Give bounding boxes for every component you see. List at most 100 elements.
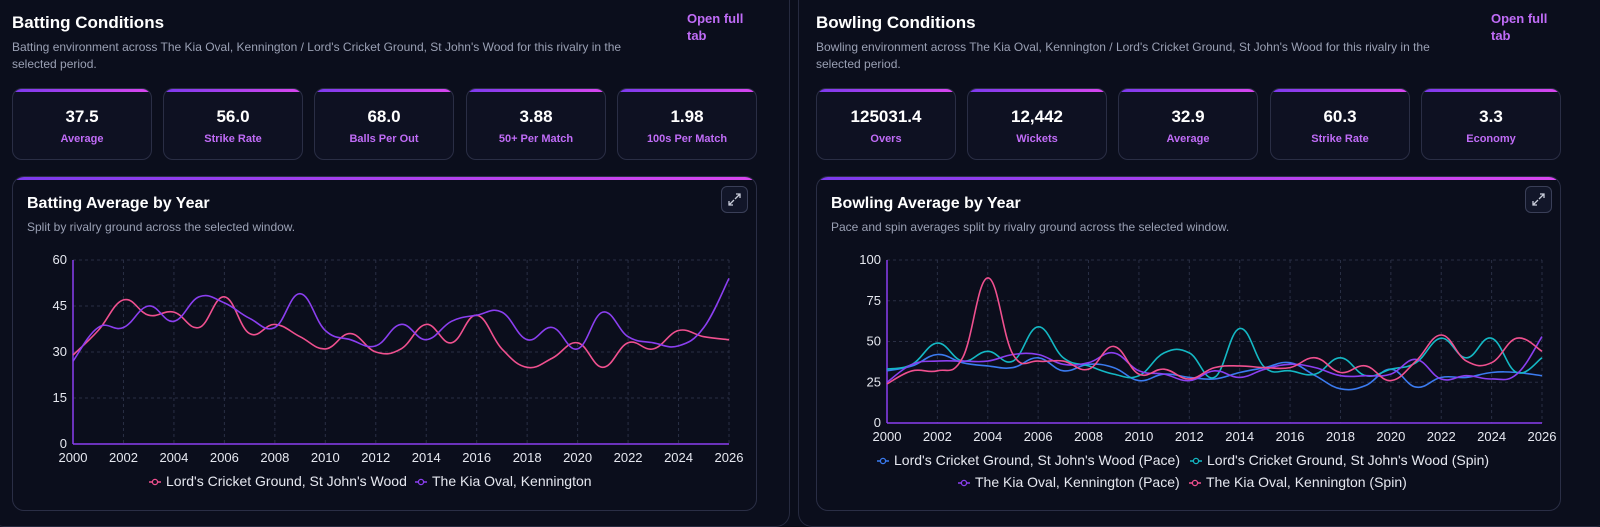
kpi-label: Average — [1166, 133, 1210, 145]
x-tick-label: 2010 — [1124, 429, 1153, 444]
kpi-label: Overs — [870, 133, 902, 145]
x-tick-label: 2026 — [1528, 429, 1557, 444]
x-tick-label: 2020 — [563, 450, 592, 465]
kpi-value: 56.0 — [216, 107, 250, 126]
x-tick-label: 2016 — [462, 450, 491, 465]
expand-button[interactable] — [1525, 186, 1552, 213]
y-tick-label: 0 — [60, 436, 67, 451]
kpi-value: 32.9 — [1171, 107, 1205, 126]
kpi-label: Balls Per Out — [349, 133, 419, 145]
kpi-value: 68.0 — [367, 107, 401, 126]
kpi-value: 125031.4 — [850, 107, 922, 126]
kpi-card: 3.3 Economy — [1421, 88, 1561, 160]
legend-marker — [151, 478, 159, 486]
series-line — [886, 325, 1543, 379]
kpi-value: 12,442 — [1011, 107, 1063, 126]
batting-chart-card: Batting Average by Year Split by rivalry… — [12, 176, 757, 511]
kpi-card: 125031.4 Overs — [816, 88, 956, 160]
kpi-value: 60.3 — [1323, 107, 1357, 126]
series-line — [886, 277, 1543, 385]
legend-marker — [417, 478, 425, 486]
x-tick-label: 2012 — [361, 450, 390, 465]
chart-subtitle: Pace and spin averages split by rivalry … — [831, 220, 1230, 234]
open-full-tab-link[interactable]: Open full tab — [687, 11, 744, 43]
kpi-card: 68.0 Balls Per Out — [314, 88, 454, 160]
kpi-card: 37.5 Average — [12, 88, 152, 160]
x-tick-label: 2016 — [1276, 429, 1305, 444]
x-tick-label: 2004 — [159, 450, 188, 465]
kpi-label: Economy — [1466, 133, 1516, 145]
y-tick-label: 25 — [867, 374, 881, 389]
bowling-conditions-section: Bowling Conditions Bowling environment a… — [798, 0, 1600, 527]
y-tick-label: 30 — [53, 344, 67, 359]
x-tick-label: 2026 — [715, 450, 744, 465]
section-subtitle: Bowling environment across The Kia Oval,… — [816, 40, 1430, 71]
y-tick-label: 15 — [53, 390, 67, 405]
x-tick-label: 2006 — [1024, 429, 1053, 444]
legend-label: Lord's Cricket Ground, St John's Wood — [166, 473, 407, 489]
x-tick-label: 2004 — [973, 429, 1002, 444]
x-tick-label: 2024 — [1477, 429, 1506, 444]
legend-label: The Kia Oval, Kennington — [432, 473, 592, 489]
open-full-tab-link[interactable]: Open full tab — [1491, 11, 1548, 43]
y-tick-label: 75 — [867, 293, 881, 308]
x-tick-label: 2014 — [412, 450, 441, 465]
legend-label: Lord's Cricket Ground, St John's Wood (S… — [1207, 452, 1489, 468]
chart-title: Bowling Average by Year — [831, 195, 1021, 212]
bowling-chart-card: Bowling Average by Year Pace and spin av… — [816, 176, 1561, 511]
expand-icon — [1532, 193, 1545, 206]
x-tick-label: 2002 — [923, 429, 952, 444]
series-line — [886, 353, 1543, 391]
x-tick-label: 2014 — [1225, 429, 1254, 444]
x-tick-label: 2006 — [210, 450, 239, 465]
section-subtitle: Batting environment across The Kia Oval,… — [12, 40, 622, 71]
kpi-card: 12,442 Wickets — [967, 88, 1107, 160]
kpi-card: 56.0 Strike Rate — [163, 88, 303, 160]
bowling-average-line-chart: 0 25 50 75 100 2000 2002 2004 2006 2008 2010 2012 20… — [859, 252, 1557, 490]
kpi-label: Average — [60, 133, 104, 145]
x-tick-label: 2012 — [1175, 429, 1204, 444]
x-tick-label: 2018 — [1326, 429, 1355, 444]
legend-marker — [879, 457, 887, 465]
kpi-card: 60.3 Strike Rate — [1270, 88, 1410, 160]
section-title: Bowling Conditions — [816, 13, 976, 32]
legend-marker — [960, 479, 968, 487]
section-title: Batting Conditions — [12, 13, 165, 32]
expand-icon — [728, 193, 741, 206]
y-tick-label: 0 — [874, 415, 881, 430]
series-line — [886, 336, 1543, 383]
legend-label: The Kia Oval, Kennington (Pace) — [975, 474, 1180, 490]
kpi-card: 3.88 50+ Per Match — [466, 88, 606, 160]
x-tick-label: 2002 — [109, 450, 138, 465]
kpi-label: 50+ Per Match — [498, 133, 574, 145]
kpi-label: Strike Rate — [204, 133, 262, 145]
legend-marker — [1191, 479, 1199, 487]
batting-conditions-section: Batting Conditions Batting environment a… — [0, 0, 790, 527]
x-tick-label: 2022 — [1427, 429, 1456, 444]
kpi-value: 3.88 — [519, 107, 553, 126]
x-tick-label: 2018 — [513, 450, 542, 465]
kpi-label: Wickets — [1016, 133, 1058, 145]
x-tick-label: 2000 — [873, 429, 902, 444]
expand-button[interactable] — [721, 186, 748, 213]
kpi-label: Strike Rate — [1311, 133, 1369, 145]
chart-title: Batting Average by Year — [27, 195, 210, 212]
x-tick-label: 2008 — [260, 450, 289, 465]
kpi-value: 3.3 — [1479, 107, 1503, 126]
x-tick-label: 2010 — [311, 450, 340, 465]
legend-marker — [1192, 457, 1200, 465]
y-tick-label: 60 — [53, 252, 67, 267]
kpi-card: 1.98 100s Per Match — [617, 88, 757, 160]
series-line — [72, 296, 730, 369]
kpi-card: 32.9 Average — [1118, 88, 1258, 160]
kpi-label: 100s Per Match — [646, 133, 728, 145]
kpi-value: 1.98 — [670, 107, 704, 126]
x-tick-label: 2020 — [1376, 429, 1405, 444]
x-tick-label: 2000 — [59, 450, 88, 465]
legend-label: The Kia Oval, Kennington (Spin) — [1206, 474, 1407, 490]
batting-average-line-chart: 0 15 30 45 60 2000 2002 2004 2006 2008 2010 2012 201… — [53, 252, 744, 489]
x-tick-label: 2022 — [614, 450, 643, 465]
x-tick-label: 2008 — [1074, 429, 1103, 444]
series-line — [72, 278, 730, 362]
y-tick-label: 50 — [867, 334, 881, 349]
